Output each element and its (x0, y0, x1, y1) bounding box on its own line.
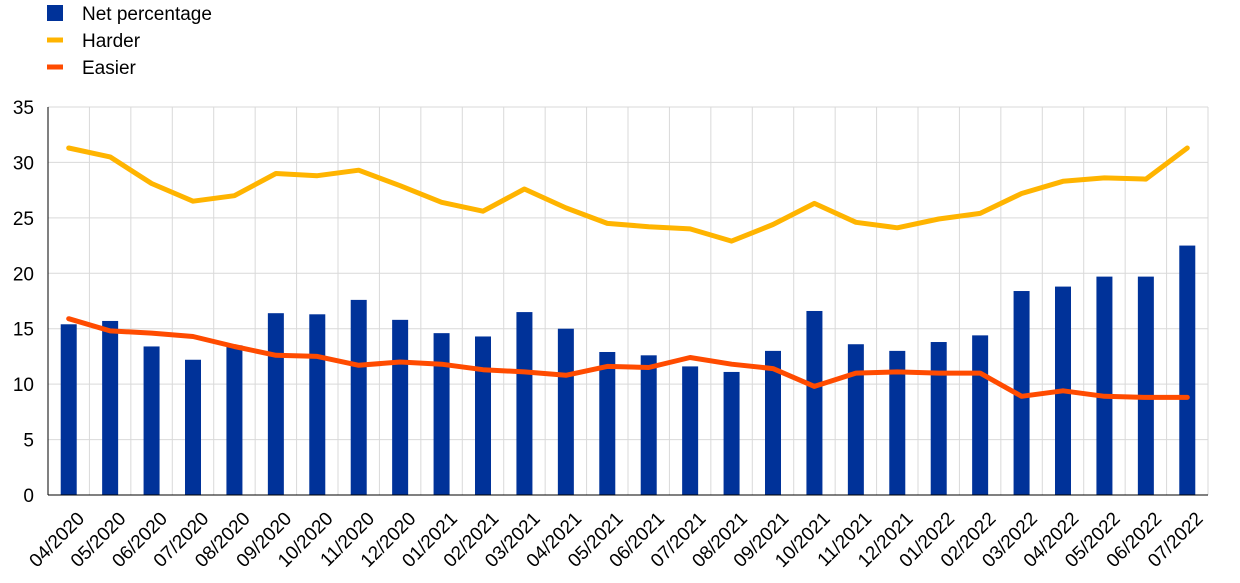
bar (1096, 276, 1113, 495)
bar (806, 310, 823, 495)
legend-label: Harder (82, 31, 141, 52)
bar (433, 333, 450, 495)
gridlines (47, 106, 1209, 496)
bar (889, 350, 906, 495)
legend-label: Easier (82, 58, 137, 79)
y-tick-label: 25 (13, 209, 34, 230)
bar (1179, 245, 1196, 495)
bar (557, 328, 574, 495)
line-series-harder (66, 145, 1190, 244)
bar (599, 351, 616, 495)
legend-swatch-bar (47, 5, 63, 21)
line-series (66, 145, 1190, 400)
bar (1013, 291, 1030, 495)
bar (682, 366, 699, 495)
bar (847, 344, 864, 495)
bar (226, 345, 243, 495)
y-tick-label: 30 (13, 153, 34, 174)
legend-label: Net percentage (82, 4, 212, 25)
bar (185, 359, 201, 495)
bar (723, 371, 740, 495)
bar (475, 336, 491, 495)
y-axis-ticks: 0 5 10 15 20 25 30 35 (13, 98, 34, 507)
line-series-easier (66, 316, 1190, 400)
bar (143, 346, 160, 495)
y-tick-label: 0 (23, 486, 34, 507)
bar (765, 350, 781, 495)
y-tick-label: 5 (23, 431, 34, 452)
y-tick-label: 35 (13, 98, 34, 119)
bar (102, 320, 119, 495)
bar (350, 299, 367, 495)
y-tick-label: 20 (13, 264, 34, 285)
bar (516, 312, 533, 495)
bar (1137, 276, 1154, 495)
y-tick-label: 10 (13, 375, 34, 396)
bar (640, 355, 657, 495)
bar (930, 342, 947, 495)
bar (972, 335, 989, 495)
bar (60, 324, 77, 495)
bar (392, 319, 409, 495)
axes (47, 107, 1208, 496)
bar (267, 313, 284, 495)
y-tick-label: 15 (13, 320, 34, 341)
bar (309, 314, 326, 495)
legend: Net percentage Harder Easier (47, 4, 212, 79)
x-axis-ticks: 04/202005/202006/202007/202008/202009/20… (26, 508, 1208, 571)
